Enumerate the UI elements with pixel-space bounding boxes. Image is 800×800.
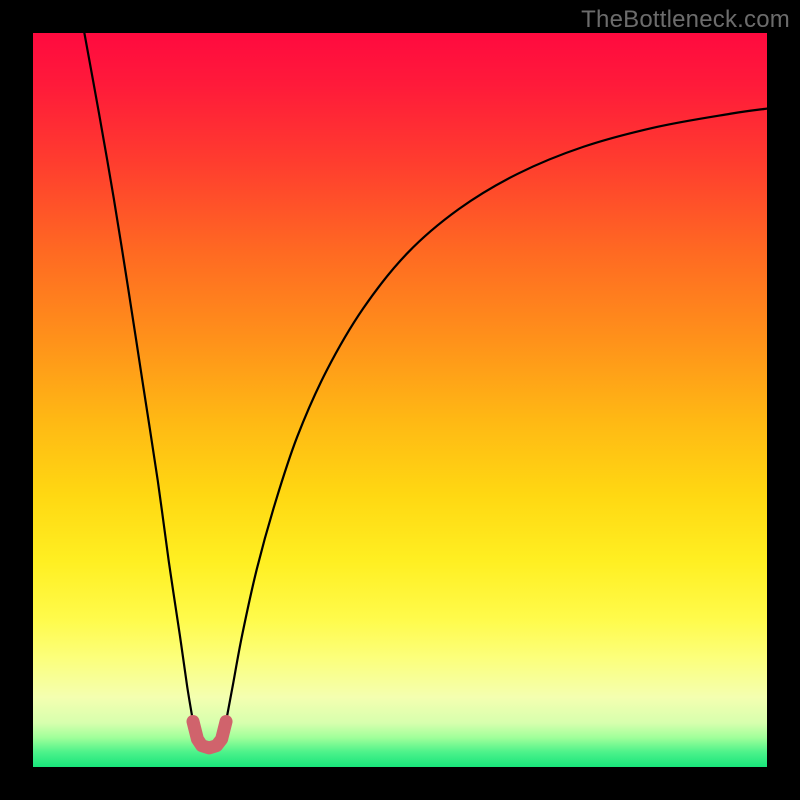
chart-stage: TheBottleneck.com (0, 0, 800, 800)
chart-svg (0, 0, 800, 800)
watermark-text: TheBottleneck.com (581, 6, 790, 34)
plot-area (33, 33, 767, 767)
